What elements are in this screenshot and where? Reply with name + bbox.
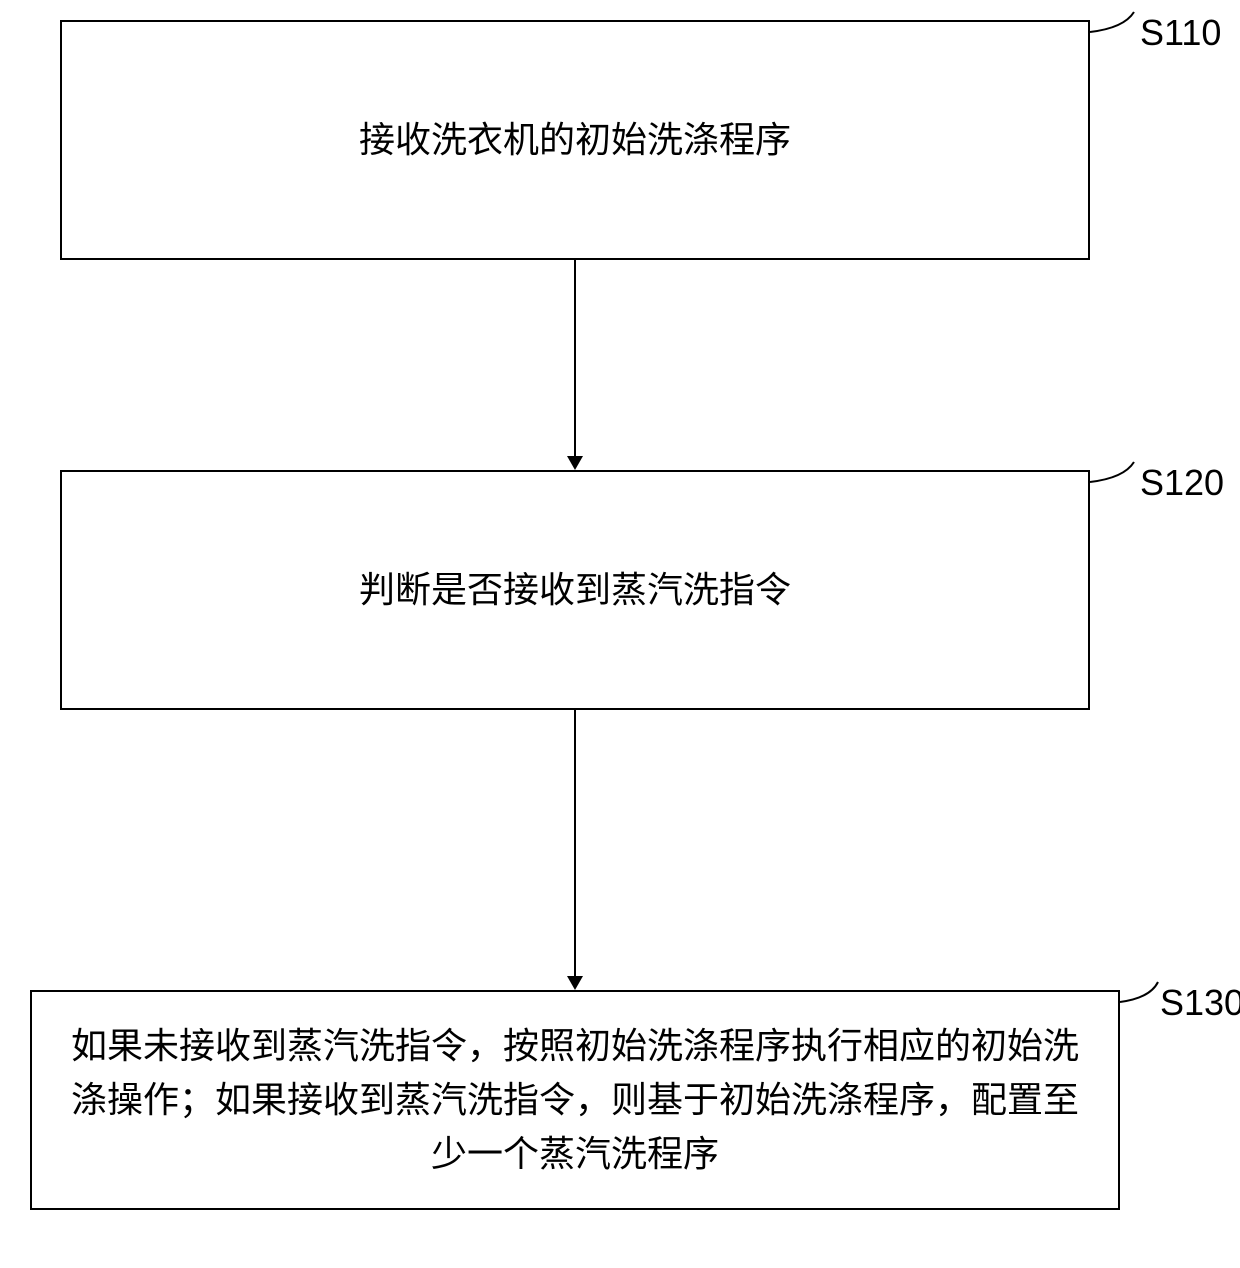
flow-step-3-label: S130: [1160, 982, 1240, 1024]
flowchart-container: 接收洗衣机的初始洗涤程序 S110 判断是否接收到蒸汽洗指令 S120 如果未接…: [0, 0, 1240, 1268]
leader-line-3: [0, 0, 1240, 1100]
